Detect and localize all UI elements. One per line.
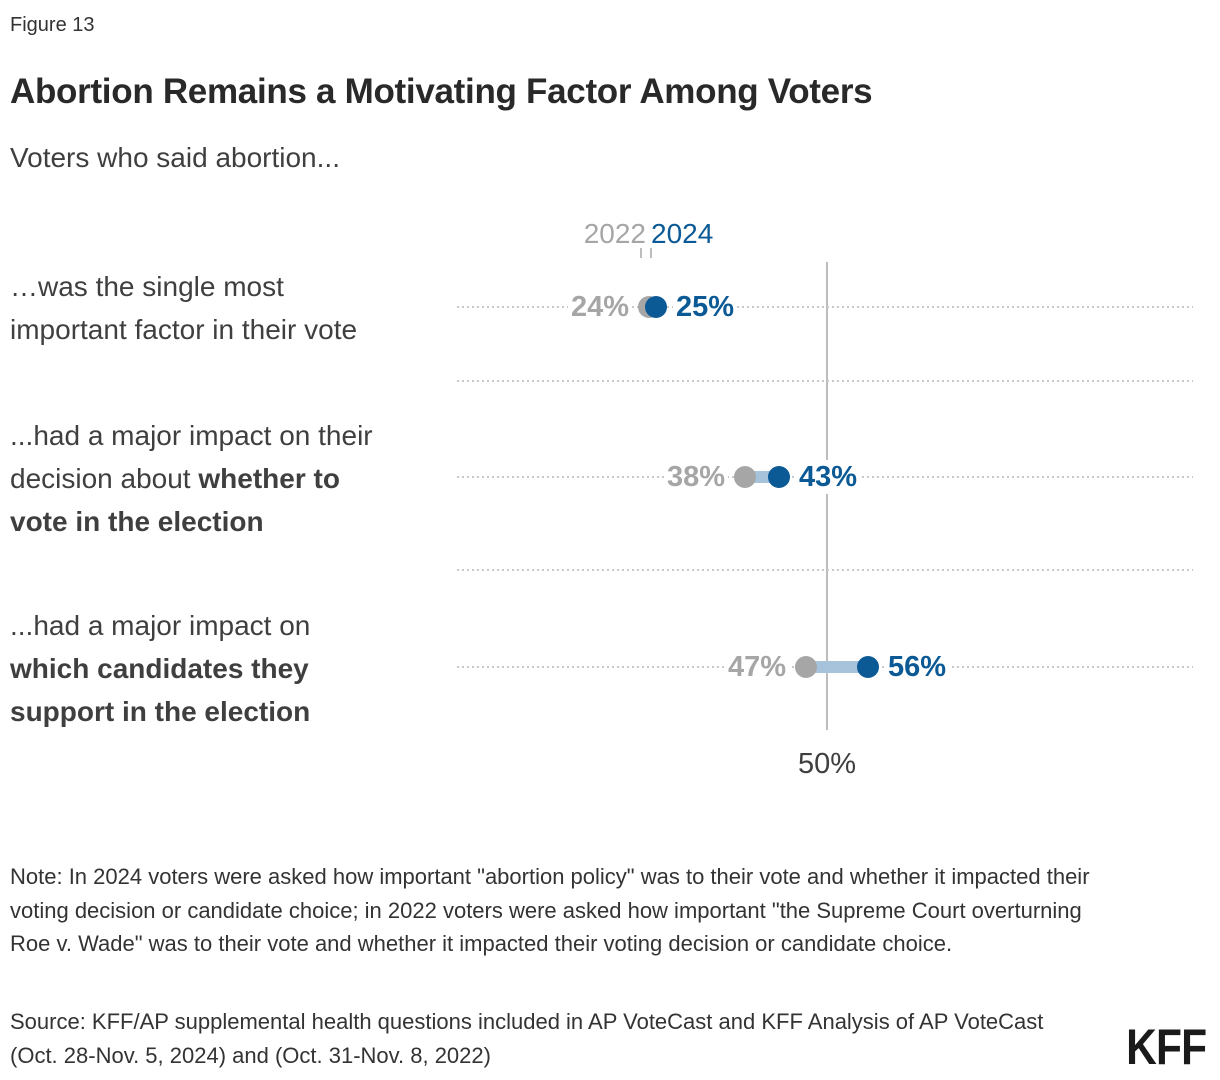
chart-title: Abortion Remains a Motivating Factor Amo… bbox=[10, 72, 873, 111]
dotted-gridline bbox=[457, 380, 1193, 382]
category-label: …was the single most important factor in … bbox=[10, 271, 358, 345]
category-label: ...had a major impact on which candidates… bbox=[10, 610, 311, 727]
note-text: Note: In 2024 voters were asked how impo… bbox=[10, 864, 1090, 956]
kff-logo: KFF bbox=[1125, 1019, 1207, 1075]
value-label-2022: 47% bbox=[724, 650, 789, 684]
value-label-2022: 38% bbox=[663, 460, 728, 494]
value-label-2024: 56% bbox=[885, 650, 950, 684]
legend-label-2024: 2024 bbox=[651, 218, 714, 249]
figure-number: Figure 13 bbox=[10, 14, 95, 36]
dotted-gridline bbox=[457, 306, 1193, 308]
dot-2024 bbox=[645, 296, 667, 318]
dot-2022 bbox=[795, 656, 817, 678]
legend-tick-2022 bbox=[640, 248, 642, 258]
dot-2022 bbox=[734, 466, 756, 488]
value-label-2022: 24% bbox=[567, 290, 632, 324]
value-label-2024: 25% bbox=[673, 290, 738, 324]
dumbbell-chart: 2022 2024 50% …was the single most import… bbox=[10, 218, 1193, 780]
dot-2024 bbox=[768, 466, 790, 488]
value-label-2024: 43% bbox=[796, 460, 861, 494]
category-label: ...had a major impact on their decision a… bbox=[10, 420, 373, 537]
dumbbell-connector bbox=[806, 661, 868, 673]
dot-2024 bbox=[857, 656, 879, 678]
axis-line-50-percent bbox=[826, 262, 828, 730]
source-text: Source: KFF/AP supplemental health quest… bbox=[10, 1009, 1044, 1068]
legend-label-2022: 2022 bbox=[583, 218, 646, 249]
chart-subtitle: Voters who said abortion... bbox=[10, 142, 340, 173]
dotted-gridline bbox=[457, 569, 1193, 571]
axis-tick-label: 50% bbox=[797, 748, 857, 780]
legend-tick-2024 bbox=[650, 248, 652, 258]
